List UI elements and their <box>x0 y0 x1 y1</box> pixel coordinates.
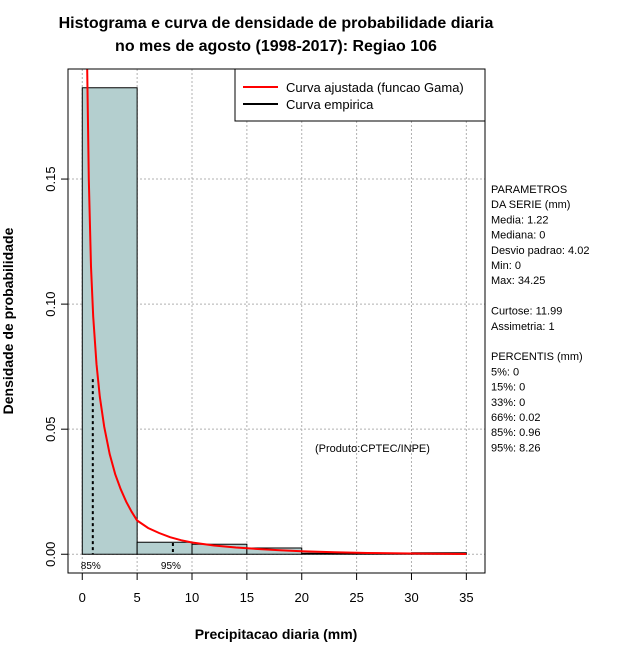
fitted-curve-line <box>86 68 467 555</box>
stats-line-5: Min: 0 <box>491 260 521 272</box>
stats-line-4: Desvio padrao: 4.02 <box>491 245 589 257</box>
x-tick-label-0: 0 <box>79 590 86 605</box>
y-axis: 0.00 0.05 0.10 0.15 <box>43 166 68 567</box>
x-tick-label-2: 10 <box>185 590 199 605</box>
legend: Curva ajustada (funcao Gama) Curva empir… <box>234 68 486 122</box>
fitted-curve-group <box>86 68 467 555</box>
x-axis: 0 5 10 15 20 25 30 35 <box>79 572 474 605</box>
x-axis-title: Precipitacao diaria (mm) <box>195 626 358 642</box>
legend-box <box>234 68 486 122</box>
stats-line-15: 66%: 0.02 <box>491 412 541 424</box>
stats-line-6: Max: 34.25 <box>491 275 545 287</box>
legend-fit-label: Curva ajustada (funcao Gama) <box>286 80 464 95</box>
x-tick-label-3: 15 <box>240 590 254 605</box>
histogram-bar-1 <box>136 541 193 555</box>
stats-line-13: 15%: 0 <box>491 382 525 394</box>
x-tick-label-4: 20 <box>295 590 309 605</box>
stats-line-2: Media: 1.22 <box>491 214 548 226</box>
x-tick-label-6: 30 <box>404 590 418 605</box>
chart-title-line-2: no mes de agosto (1998-2017): Regiao 106 <box>115 38 437 55</box>
y-tick-label-2: 0.10 <box>43 291 58 316</box>
chart-title-line-1: Histograma e curva de densidade de proba… <box>59 15 494 32</box>
stats-panel: PARAMETROS DA SERIE (mm) Media: 1.22 Medi… <box>491 184 589 454</box>
y-tick-label-0: 0.00 <box>43 542 58 567</box>
stats-line-9: Assimetria: 1 <box>491 321 555 333</box>
stats-line-14: 33%: 0 <box>491 397 525 409</box>
stats-line-17: 95%: 8.26 <box>491 442 541 454</box>
histogram-bars <box>81 87 467 555</box>
x-tick-label-1: 5 <box>134 590 141 605</box>
stats-line-11: PERCENTIS (mm) <box>491 351 583 363</box>
percentile-marker-label-1: 95% <box>161 561 181 572</box>
stats-line-16: 85%: 0.96 <box>491 427 541 439</box>
percentile-marker-label-0: 85% <box>81 561 101 572</box>
percentile-markers: 85% 95% <box>81 379 181 572</box>
credit-text: (Produto:CPTEC/INPE) <box>315 443 430 455</box>
stats-line-1: DA SERIE (mm) <box>491 199 570 211</box>
x-tick-label-5: 25 <box>349 590 363 605</box>
stats-line-0: PARAMETROS <box>491 184 567 196</box>
stats-line-8: Curtose: 11.99 <box>491 306 562 318</box>
x-tick-label-7: 35 <box>459 590 473 605</box>
y-tick-label-3: 0.15 <box>43 166 58 191</box>
histogram-bar-0 <box>81 87 138 555</box>
y-tick-label-1: 0.05 <box>43 417 58 442</box>
stats-line-3: Mediana: 0 <box>491 230 545 242</box>
legend-empirical-label: Curva empirica <box>286 97 374 112</box>
y-axis-title: Densidade de probabilidade <box>0 227 16 414</box>
stats-line-12: 5%: 0 <box>491 366 519 378</box>
